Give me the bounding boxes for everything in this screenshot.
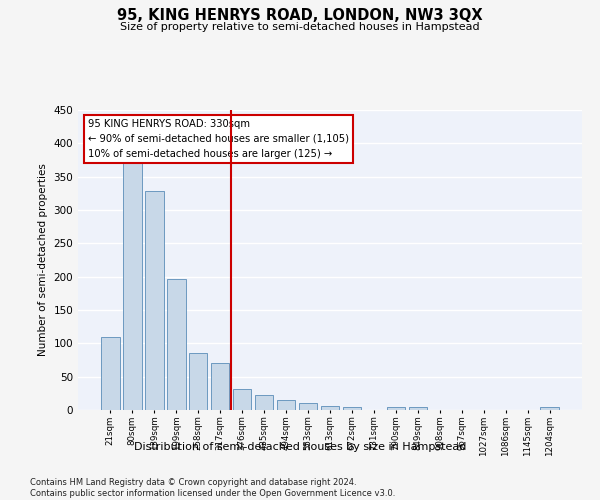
Bar bbox=[409, 408, 427, 410]
Bar bbox=[320, 406, 340, 410]
Bar bbox=[299, 404, 317, 410]
Bar bbox=[101, 336, 119, 410]
Bar bbox=[123, 160, 142, 410]
Bar bbox=[145, 192, 164, 410]
Bar bbox=[255, 396, 274, 410]
Text: Distribution of semi-detached houses by size in Hampstead: Distribution of semi-detached houses by … bbox=[134, 442, 466, 452]
Y-axis label: Number of semi-detached properties: Number of semi-detached properties bbox=[38, 164, 48, 356]
Bar bbox=[386, 408, 405, 410]
Bar bbox=[277, 400, 295, 410]
Bar bbox=[211, 364, 229, 410]
Bar bbox=[233, 388, 251, 410]
Bar bbox=[541, 408, 559, 410]
Text: Size of property relative to semi-detached houses in Hampstead: Size of property relative to semi-detach… bbox=[120, 22, 480, 32]
Bar bbox=[167, 278, 185, 410]
Text: 95, KING HENRYS ROAD, LONDON, NW3 3QX: 95, KING HENRYS ROAD, LONDON, NW3 3QX bbox=[117, 8, 483, 22]
Text: Contains HM Land Registry data © Crown copyright and database right 2024.
Contai: Contains HM Land Registry data © Crown c… bbox=[30, 478, 395, 498]
Bar bbox=[343, 408, 361, 410]
Bar bbox=[189, 354, 208, 410]
Text: 95 KING HENRYS ROAD: 330sqm
← 90% of semi-detached houses are smaller (1,105)
10: 95 KING HENRYS ROAD: 330sqm ← 90% of sem… bbox=[88, 119, 349, 158]
